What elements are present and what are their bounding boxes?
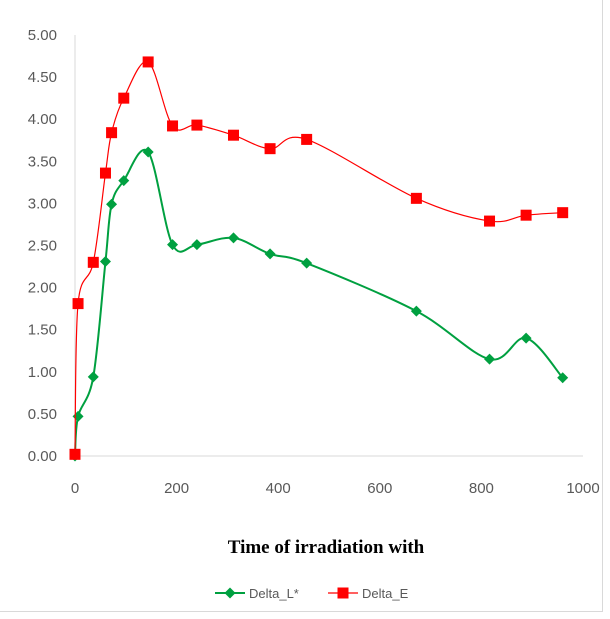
y-tick-label: 2.00 (28, 280, 57, 297)
data-point (301, 133, 313, 145)
x-tick-label: 0 (71, 480, 79, 497)
legend-label: Delta_L* (249, 586, 299, 601)
data-point (227, 232, 239, 244)
data-point (301, 257, 313, 269)
data-point (87, 371, 99, 383)
data-point (118, 92, 130, 104)
data-point (520, 332, 532, 344)
data-point (142, 56, 154, 68)
series-delta-l (69, 146, 569, 462)
data-point (142, 146, 154, 158)
x-tick-label: 800 (469, 480, 494, 497)
y-tick-label: 0.00 (28, 448, 57, 465)
series-layer (69, 56, 569, 462)
data-point (484, 215, 496, 227)
data-point (410, 305, 422, 317)
data-point (106, 127, 118, 139)
legend-marker (224, 587, 236, 599)
y-tick-label: 4.50 (28, 69, 57, 86)
data-point (118, 175, 130, 187)
y-axis-ticks: 0.00 0.50 1.00 1.50 2.00 2.50 3.00 3.50 4.00 4.50… (28, 27, 57, 465)
data-point (72, 410, 84, 422)
legend-marker (337, 587, 349, 599)
y-tick-label: 5.00 (28, 27, 57, 44)
legend-item: Delta_E (328, 586, 409, 601)
chart-frame: 0.00 0.50 1.00 1.50 2.00 2.50 3.00 3.50 4.00 4.50… (0, 0, 603, 612)
x-axis-title: Time of irradiation with (228, 537, 425, 558)
data-point (191, 119, 203, 131)
axes (74, 35, 583, 457)
data-point (520, 209, 532, 221)
y-tick-label: 3.50 (28, 153, 57, 170)
data-point (227, 129, 239, 141)
x-tick-label: 400 (266, 480, 291, 497)
data-point (410, 192, 422, 204)
x-tick-label: 1000 (566, 480, 599, 497)
data-point (99, 167, 111, 179)
data-point (167, 239, 179, 251)
legend-label: Delta_E (362, 586, 409, 601)
y-tick-label: 3.00 (28, 195, 57, 212)
data-point (106, 198, 118, 210)
data-point (484, 353, 496, 365)
y-tick-label: 4.00 (28, 111, 57, 128)
data-point (557, 207, 569, 219)
data-point (264, 248, 276, 260)
data-point (557, 372, 569, 384)
y-tick-label: 1.00 (28, 364, 57, 381)
data-point (99, 255, 111, 267)
data-point (191, 239, 203, 251)
data-point (167, 120, 179, 132)
x-axis-ticks: 0 200 400 600 800 1000 (71, 480, 600, 497)
data-point (264, 143, 276, 155)
y-tick-label: 0.50 (28, 406, 57, 423)
y-tick-label: 2.50 (28, 238, 57, 255)
data-point (87, 256, 99, 268)
data-point (72, 298, 84, 310)
x-tick-label: 200 (164, 480, 189, 497)
series-line (74, 61, 563, 455)
x-tick-label: 600 (367, 480, 392, 497)
series-delta-e (69, 56, 569, 460)
series-line (74, 148, 564, 457)
legend-item: Delta_L* (215, 586, 299, 601)
legend: Delta_L* Delta_E (215, 586, 409, 601)
data-point (69, 448, 81, 460)
y-tick-label: 1.50 (28, 322, 57, 339)
